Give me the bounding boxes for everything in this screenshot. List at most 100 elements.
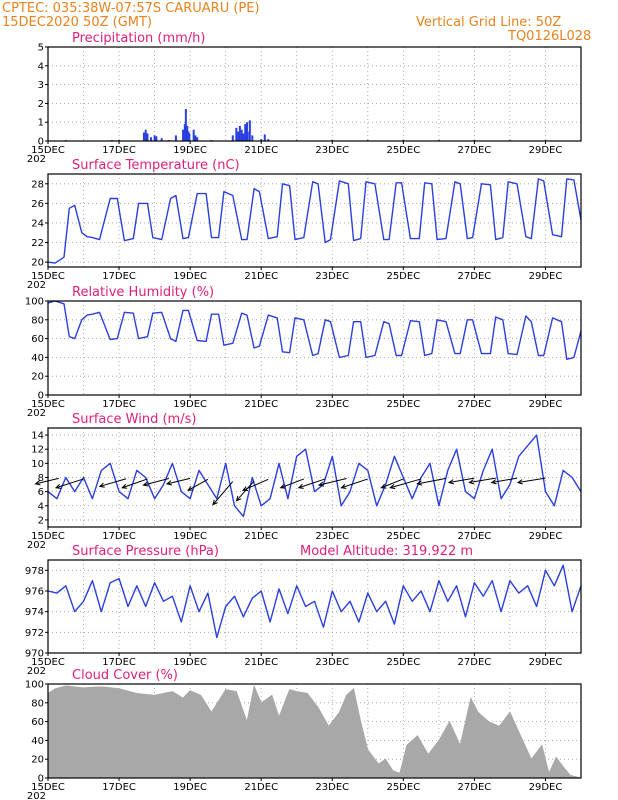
temp-xtick-label: 21DEC	[244, 271, 278, 282]
cloud-ytick-label: 20	[31, 755, 44, 766]
wind-ytick-label: 6	[38, 487, 44, 498]
precip-frame	[47, 46, 582, 142]
wind-arrow-head	[98, 482, 105, 488]
pres-xtick-label: 25DEC	[386, 657, 420, 668]
cloud-ytick-label: 60	[31, 717, 44, 728]
wind-arrow-head	[165, 480, 173, 486]
wind-arrow	[341, 478, 368, 489]
pres-xtick-label: 17DEC	[102, 657, 136, 668]
pres-xtick-label: 15DEC	[31, 657, 65, 668]
precip-bar	[182, 129, 185, 141]
wind-xtick-label: 29DEC	[529, 531, 563, 542]
rh-ytick-label: 40	[31, 353, 44, 364]
wind-arrow	[381, 478, 404, 489]
precip-ytick-label: 2	[38, 99, 44, 110]
temp-ytick-label: 26	[31, 199, 44, 210]
wind-arrow	[491, 477, 518, 484]
precip-bar	[267, 139, 270, 141]
wind-year-label: 202	[27, 540, 46, 551]
precip-xtick-label: 25DEC	[386, 145, 420, 156]
precip-bar	[246, 131, 249, 141]
precip-ytick-label: 0	[38, 137, 44, 148]
wind-ytick-label: 14	[31, 431, 44, 442]
precip-bar	[251, 135, 254, 141]
precip-title: Precipitation (mm/h)	[72, 31, 205, 46]
wind-arrow	[242, 478, 269, 491]
temp-ytick-label: 22	[31, 238, 44, 249]
wind-ytick-label: 10	[31, 459, 44, 470]
cloud-area	[47, 684, 582, 779]
wind-xtick-label: 27DEC	[458, 531, 492, 542]
temp-year-label: 202	[27, 280, 46, 291]
wind-arrow	[318, 478, 347, 486]
wind-xtick-label: 21DEC	[244, 531, 278, 542]
temp-xtick-label: 29DEC	[529, 271, 563, 282]
temp-series-line	[47, 178, 582, 264]
precip-bar	[240, 129, 243, 141]
pres-series-line	[47, 564, 582, 639]
cloud-xtick-label: 21DEC	[244, 782, 278, 793]
precip-ytick-label: 5	[38, 43, 44, 54]
wind-xtick-label: 15DEC	[31, 531, 65, 542]
precip-bar	[260, 139, 263, 141]
precip-bar	[174, 135, 177, 141]
precip-bar	[244, 124, 247, 141]
precip-year-label: 202	[27, 154, 46, 165]
pres-title: Surface Pressure (hPa)	[72, 544, 219, 559]
cloud-panel	[45, 683, 582, 781]
wind-arrow-head	[142, 481, 149, 487]
temp-title: Surface Temperature (nC)	[72, 158, 240, 173]
pres-year-label: 202	[27, 666, 46, 677]
wind-arrow	[390, 478, 422, 489]
cloud-ytick-label: 0	[38, 774, 44, 785]
precip-bar	[194, 135, 197, 141]
wind-arrow-head	[516, 479, 523, 485]
cloud-xtick-label: 15DEC	[31, 782, 65, 793]
precip-bar	[235, 127, 238, 141]
precip-ytick-label: 1	[38, 118, 44, 129]
cloud-xtick-label: 17DEC	[102, 782, 136, 793]
precip-bar	[153, 135, 156, 141]
precip-bar	[144, 129, 147, 141]
pres-xtick-label: 23DEC	[315, 657, 349, 668]
wind-arrow	[122, 478, 148, 489]
cloud-ytick-label: 40	[31, 736, 44, 747]
temp-ytick-label: 28	[31, 179, 44, 190]
precip-bar	[184, 109, 187, 141]
wind-frame	[47, 427, 582, 528]
precip-bar	[237, 131, 240, 141]
wind-arrow-head	[235, 495, 242, 502]
wind-arrow	[55, 478, 84, 489]
precip-xtick-label: 29DEC	[529, 145, 563, 156]
wind-arrow	[212, 481, 234, 505]
precip-bar	[192, 129, 195, 141]
wind-arrow-head	[212, 499, 218, 506]
temp-xtick-label: 27DEC	[458, 271, 492, 282]
precip-bar	[196, 137, 199, 141]
rh-xtick-label: 23DEC	[315, 399, 349, 410]
precip-bar	[187, 131, 190, 141]
header-datetime: 15DEC2020 50Z (GMT)	[2, 15, 153, 30]
wind-arrow	[35, 477, 59, 485]
wind-arrow	[166, 477, 191, 485]
header-station: CPTEC: 035:38W-07:57S CARUARU (PE)	[2, 1, 260, 16]
rh-xtick-label: 19DEC	[173, 399, 207, 410]
pres-ytick-label: 970	[25, 649, 44, 660]
rh-ytick-label: 20	[31, 372, 44, 383]
pres-xtick-label: 21DEC	[244, 657, 278, 668]
precip-bar	[146, 133, 149, 141]
wind-xtick-label: 23DEC	[315, 531, 349, 542]
wind-xtick-label: 25DEC	[386, 531, 420, 542]
wind-series-line	[47, 434, 582, 518]
precip-xtick-label: 21DEC	[244, 145, 278, 156]
wind-arrow-head	[416, 480, 423, 486]
wind-xtick-label: 17DEC	[102, 531, 136, 542]
cloud-title: Cloud Cover (%)	[72, 668, 178, 683]
header-model-code: TQ0126L028	[508, 29, 592, 44]
wind-ytick-label: 4	[38, 501, 44, 512]
wind-arrow-head	[447, 479, 455, 485]
model-altitude-label: Model Altitude: 319.922 m	[300, 544, 473, 559]
wind-arrow-head	[317, 481, 324, 487]
wind-xtick-label: 19DEC	[173, 531, 207, 542]
temp-ytick-label: 24	[31, 218, 44, 229]
